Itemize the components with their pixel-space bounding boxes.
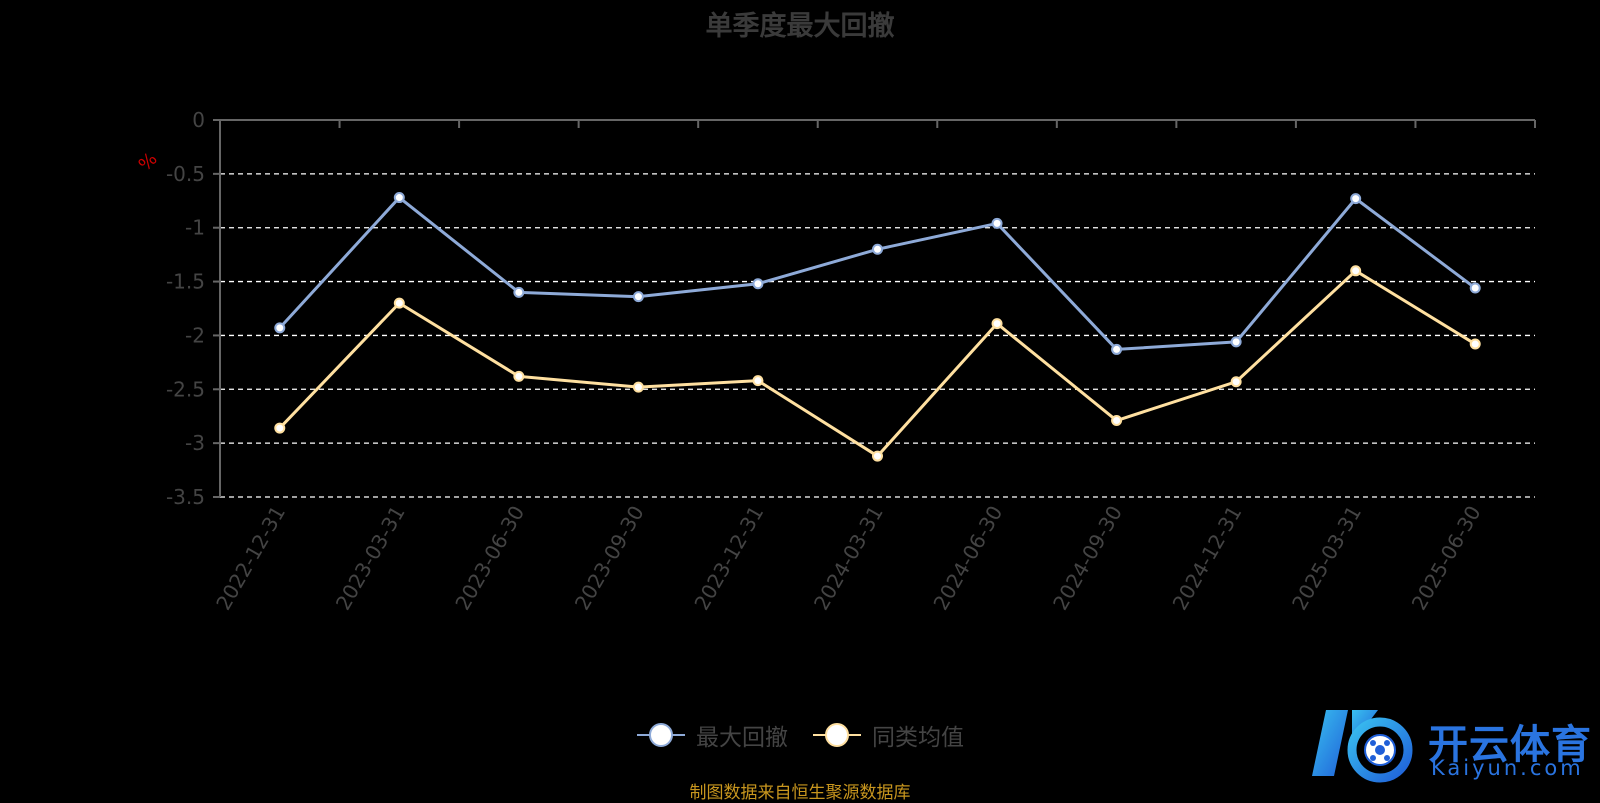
series-lines <box>274 192 1481 462</box>
x-tick-label: 2024-06-30 <box>928 501 1007 614</box>
x-tick-label: 2023-03-31 <box>331 502 410 615</box>
legend: 最大回撤 同类均值 <box>0 718 1600 752</box>
series-2-point <box>1111 415 1123 427</box>
series-2-point <box>1469 338 1481 350</box>
x-tick-label: 2024-03-31 <box>809 502 888 615</box>
series-2-point <box>1230 376 1242 388</box>
series-1-point <box>632 291 644 303</box>
axes <box>213 119 1536 498</box>
x-tick-label: 2025-03-31 <box>1287 502 1366 615</box>
series-1-point <box>872 243 883 255</box>
x-tick-label: 2023-09-30 <box>570 502 649 615</box>
legend-item-series-1[interactable]: 最大回撤 <box>636 718 788 752</box>
series-1-point <box>1350 193 1362 205</box>
y-tick-label: -1 <box>185 216 205 240</box>
series-2-point <box>274 422 286 434</box>
x-tick-label: 2022-12-31 <box>211 502 290 615</box>
series-2-point <box>393 297 405 309</box>
x-tick-label: 2025-06-30 <box>1407 502 1486 615</box>
y-tick-label: -1.5 <box>166 270 205 294</box>
series-2-point <box>991 318 1003 330</box>
x-tick-label: 2024-12-31 <box>1168 502 1247 615</box>
series-1-point <box>991 217 1003 229</box>
legend-label-series-2: 同类均值 <box>872 725 964 751</box>
series-1-point <box>752 278 764 290</box>
series-2-point <box>752 375 764 387</box>
plot-svg: 0 -0.5 -1 -1.5 -2 -2.5 -3 -3.5 2022-12-31 2023-0… <box>135 108 1536 614</box>
legend-item-series-2[interactable]: 同类均值 <box>812 718 964 752</box>
y-tick-label: -3 <box>185 431 205 455</box>
watermark-text-en: Kaiyun.com <box>1431 756 1584 780</box>
series-1-point <box>1230 336 1242 348</box>
series-1-point <box>1111 343 1123 355</box>
x-tick-label: 2024-09-30 <box>1048 502 1127 615</box>
y-tick-label: 0 <box>192 108 205 132</box>
x-tick-label: 2023-12-31 <box>689 502 768 615</box>
source-note: 制图数据来自恒生聚源数据库 <box>689 783 911 803</box>
series-2-point <box>1350 265 1362 277</box>
series-1-point <box>1469 282 1481 294</box>
series-1-point <box>274 322 286 334</box>
y-tick-label: -2.5 <box>166 377 205 401</box>
series-2-point <box>632 381 644 393</box>
y-unit-label: % <box>135 149 162 176</box>
y-tick-label: -0.5 <box>166 162 205 186</box>
series-2-point <box>872 450 883 462</box>
kaiyun-logo-icon <box>1312 710 1413 783</box>
chart-title: 单季度最大回撤 <box>705 11 895 42</box>
watermark-text-cn: 开云体育 <box>1428 722 1592 768</box>
series-2-point <box>513 370 525 382</box>
legend-label-series-1: 最大回撤 <box>696 725 788 751</box>
x-tick-label: 2023-06-30 <box>450 502 529 615</box>
x-tick-labels: 2022-12-31 2023-03-31 2023-06-30 2023-09-30… <box>211 501 1485 614</box>
legend-marker-series-2-icon <box>813 723 861 747</box>
y-tick-label: -3.5 <box>166 485 205 509</box>
legend-marker-series-1-icon <box>637 723 685 747</box>
y-tick-label: -2 <box>185 323 205 347</box>
series-1-point <box>393 192 405 204</box>
watermark-logo: 开云体育 Kaiyun.com <box>1312 700 1600 786</box>
series-line-2 <box>278 269 1477 458</box>
y-tick-labels: 0 -0.5 -1 -1.5 -2 -2.5 -3 -3.5 <box>166 108 205 509</box>
series-1-point <box>513 286 525 298</box>
